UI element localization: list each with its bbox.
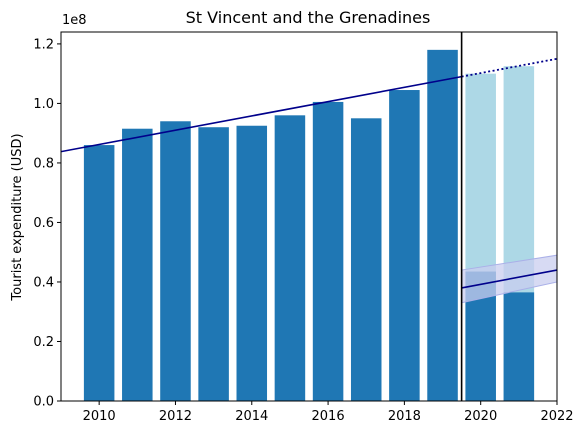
- bar-2018: [389, 90, 420, 401]
- x-tick-label-2012: 2012: [159, 409, 192, 424]
- bar-2010: [83, 145, 115, 401]
- bar-2016: [312, 101, 344, 401]
- axes-frame: [60, 31, 558, 402]
- y-tick-label-1: 0.2: [33, 335, 54, 350]
- bar-2012: [160, 121, 191, 401]
- x-tick-label-2018: 2018: [388, 409, 421, 424]
- x-tick-label-2014: 2014: [235, 409, 268, 424]
- x-tick-label-2020: 2020: [464, 409, 497, 424]
- plot-area: 2010 2012 2014 2016 2018 2020 2022 0.0 0.2 0.4 0.6…: [33, 31, 574, 424]
- bar-2017: [350, 118, 382, 401]
- recovery-trend-line: [461, 269, 557, 289]
- plot-content: [61, 32, 557, 401]
- y-axis-label: Tourist expenditure (USD): [10, 133, 25, 301]
- bar-2015: [274, 115, 306, 401]
- bar-2013: [198, 127, 229, 401]
- bar-2014: [236, 125, 268, 401]
- y-tick-label-3: 0.6: [33, 216, 54, 231]
- y-multiplier-label: 1e8: [62, 13, 87, 28]
- x-tick-label-2022: 2022: [540, 409, 573, 424]
- y-tick-label-5: 1.0: [33, 97, 54, 112]
- bar-2021: [503, 292, 535, 401]
- y-tick-label-2: 0.4: [33, 275, 54, 290]
- y-tick-label-4: 0.8: [33, 156, 54, 171]
- trend-line: [61, 75, 462, 153]
- bar-2011: [122, 128, 153, 401]
- bar-2019: [427, 49, 458, 401]
- y-tick-label-0: 0.0: [33, 395, 54, 410]
- y-tick-label-6: 1.2: [33, 37, 54, 52]
- chart-title: St Vincent and the Grenadines: [186, 8, 431, 27]
- x-tick-label-2016: 2016: [312, 409, 345, 424]
- x-tick-label-2010: 2010: [83, 409, 116, 424]
